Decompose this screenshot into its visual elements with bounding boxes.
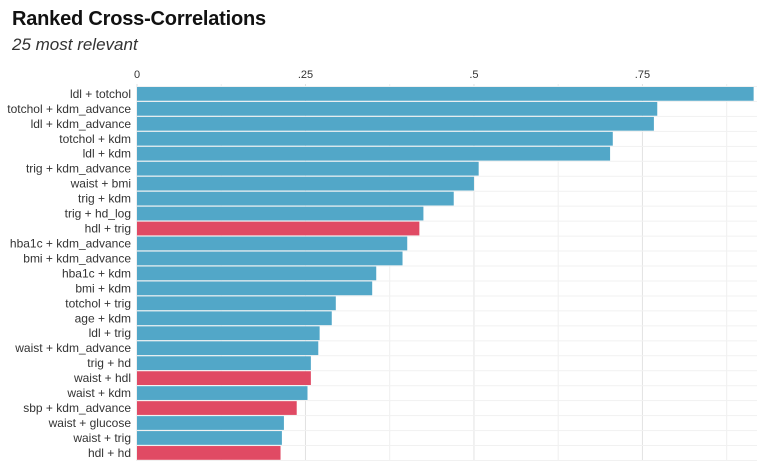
bar [137, 131, 613, 146]
bar [137, 341, 319, 356]
category-label: bmi + kdm_advance [23, 251, 131, 265]
category-label: trig + kdm [78, 192, 131, 206]
bar [137, 311, 332, 326]
category-label: hdl + trig [85, 222, 131, 236]
category-label: waist + hdl [73, 371, 131, 385]
category-label: waist + kdm_advance [14, 341, 131, 355]
bars [137, 87, 754, 460]
bar [137, 101, 658, 116]
category-label: waist + bmi [70, 177, 131, 191]
category-label: totchol + kdm_advance [7, 102, 131, 116]
bar [137, 176, 474, 191]
category-label: trig + hd [87, 356, 131, 370]
x-tick-label: 0 [134, 69, 140, 81]
category-label: trig + hd_log [65, 207, 131, 221]
bar [137, 281, 373, 296]
bar [137, 371, 311, 385]
category-label: ldl + kdm_advance [31, 117, 132, 131]
bar [137, 161, 479, 176]
bar [137, 296, 336, 311]
chart-subtitle: 25 most relevant [12, 35, 138, 54]
chart-title: Ranked Cross-Correlations [12, 8, 266, 30]
category-label: hba1c + kdm [62, 266, 131, 280]
bar [137, 236, 408, 251]
bar [137, 206, 424, 221]
category-label: waist + kdm [66, 386, 131, 400]
category-label: age + kdm [75, 311, 131, 325]
bar [137, 146, 611, 161]
category-label: hdl + hd [88, 446, 131, 460]
x-tick-label: .75 [635, 69, 650, 81]
category-label: waist + glucose [48, 416, 132, 430]
bar [137, 116, 654, 131]
bar [137, 87, 754, 101]
category-label: waist + trig [72, 431, 131, 445]
x-tick-label: .25 [298, 69, 313, 81]
bar [137, 356, 311, 371]
category-label: trig + kdm_advance [26, 162, 131, 176]
category-label: sbp + kdm_advance [23, 401, 131, 415]
category-label: totchol + trig [65, 296, 131, 310]
x-tick-label: .5 [469, 69, 478, 81]
bar [137, 326, 320, 341]
bar [137, 386, 308, 400]
category-label: hba1c + kdm_advance [10, 236, 131, 250]
bar [137, 431, 282, 445]
bar [137, 221, 420, 236]
bar [137, 416, 284, 430]
x-axis-ticks: 0 .25 .5 .75 [134, 69, 650, 81]
bar [137, 266, 377, 281]
bar [137, 191, 454, 206]
category-label: bmi + kdm [75, 281, 131, 295]
bar [137, 251, 403, 266]
category-label: ldl + trig [89, 326, 131, 340]
bar [137, 446, 281, 460]
category-label: ldl + totchol [70, 87, 131, 101]
category-label: ldl + kdm [83, 147, 131, 161]
bar [137, 401, 297, 415]
category-label: totchol + kdm [59, 132, 131, 146]
